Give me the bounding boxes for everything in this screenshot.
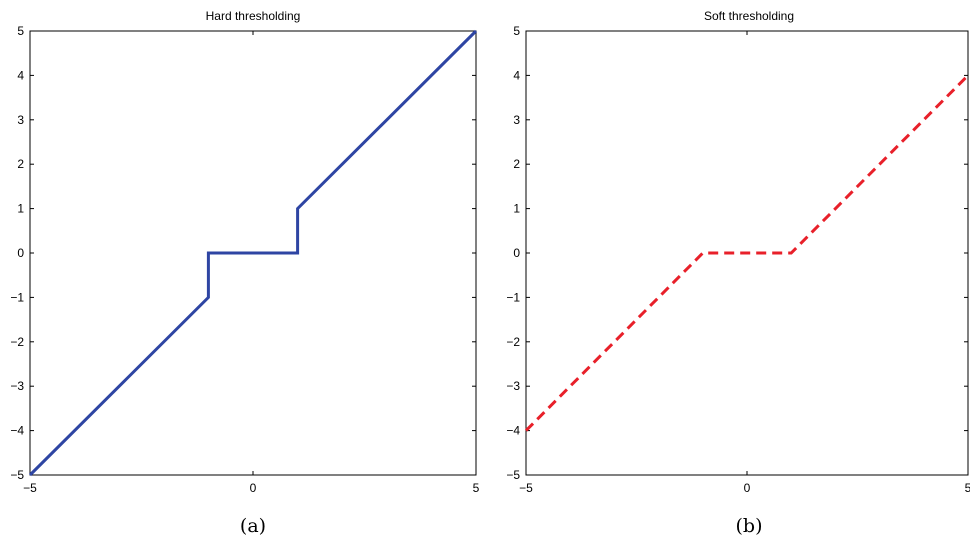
plot-area: −5 −4 −3 −2 −1 0 1 2 3 4 5 −5 0 5 (10, 24, 479, 495)
series-line (524, 74, 970, 432)
x-tick-label: 5 (965, 481, 970, 495)
y-tick-label: 0 (513, 246, 520, 260)
x-tick-label: 0 (744, 481, 751, 495)
y-tick-label: 1 (513, 202, 520, 216)
y-tick-label: −4 (10, 424, 24, 438)
y-tick-label: 1 (17, 202, 24, 216)
soft-thresholding-panel: Soft thresholding −5 −4 −3 −2 −1 0 1 2 3 4 5 −5 0 5 (… (506, 9, 970, 537)
x-tick-label: −5 (519, 481, 533, 495)
y-tick-label: 2 (17, 157, 24, 171)
chart-title: Soft thresholding (704, 9, 794, 23)
y-tick-label: −5 (10, 468, 24, 482)
y-tick-label: 4 (17, 68, 24, 82)
y-tick-label: 3 (513, 113, 520, 127)
y-tick-label: −2 (506, 335, 520, 349)
y-tick-label: −3 (506, 379, 520, 393)
y-tick-label: −1 (10, 290, 24, 304)
series-line (28, 29, 478, 477)
y-tick-label: −1 (506, 290, 520, 304)
chart-title: Hard thresholding (206, 9, 301, 23)
y-tick-label: −5 (506, 468, 520, 482)
hard-thresholding-panel: Hard thresholding −5 −4 −3 −2 −1 0 1 2 3 4 5 −5 0 5 (… (10, 9, 479, 537)
y-tick-label: 4 (513, 68, 520, 82)
y-tick-label: 3 (17, 113, 24, 127)
y-tick-label: 5 (513, 24, 520, 38)
y-tick-label: 2 (513, 157, 520, 171)
x-tick-label: 0 (250, 481, 257, 495)
y-tick-label: 5 (17, 24, 24, 38)
plot-area: −5 −4 −3 −2 −1 0 1 2 3 4 5 −5 0 5 (506, 24, 970, 495)
y-tick-label: −2 (10, 335, 24, 349)
y-tick-label: −4 (506, 424, 520, 438)
y-tick-label: 0 (17, 246, 24, 260)
x-tick-label: 5 (473, 481, 480, 495)
panel-caption: (a) (240, 515, 266, 537)
y-tick-label: −3 (10, 379, 24, 393)
panel-caption: (b) (736, 515, 763, 537)
x-tick-label: −5 (23, 481, 37, 495)
